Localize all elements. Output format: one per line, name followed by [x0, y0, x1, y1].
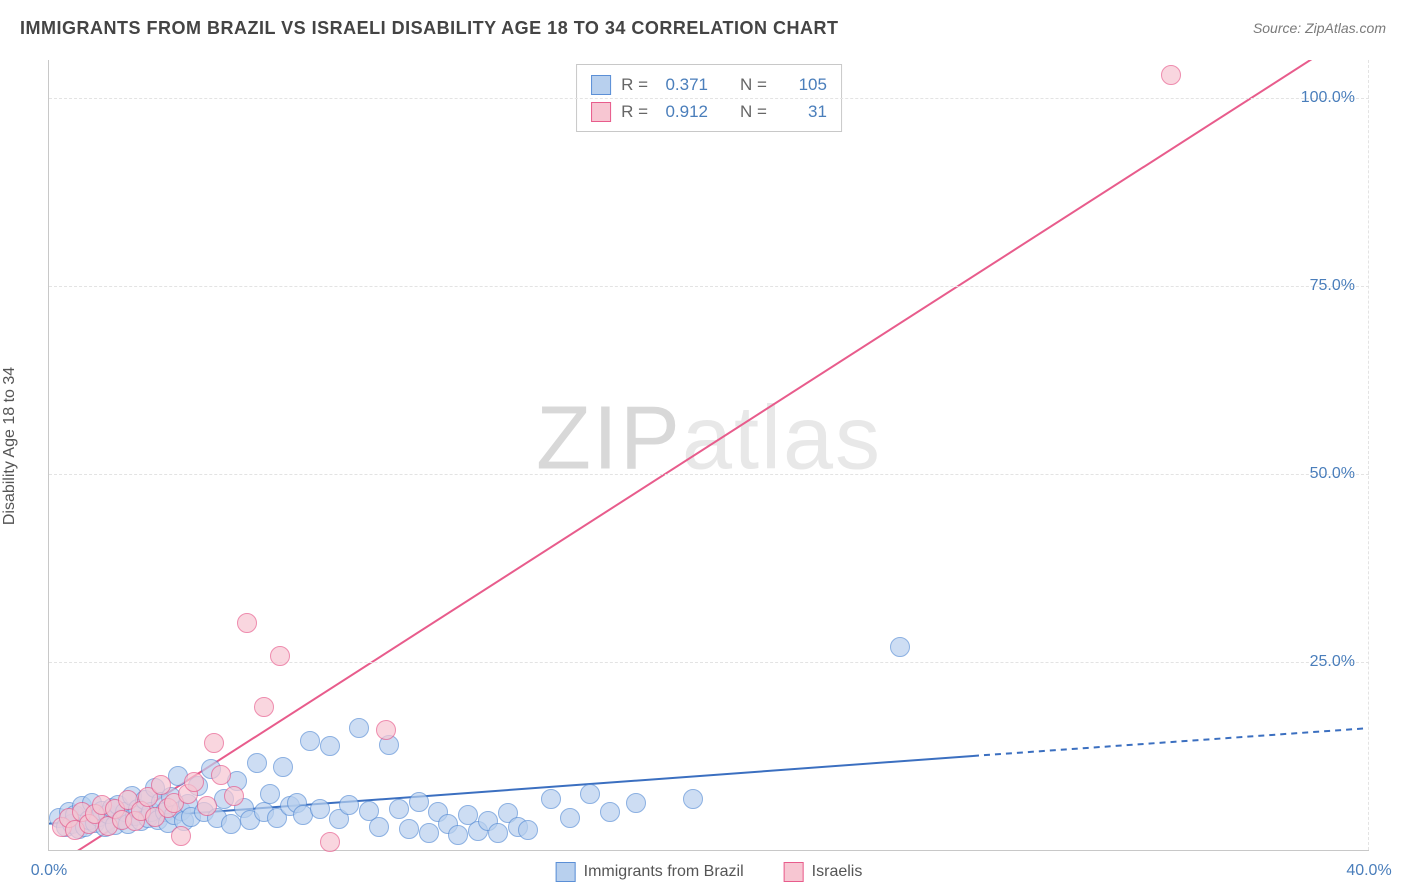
scatter-point — [184, 772, 204, 792]
scatter-point — [224, 786, 244, 806]
legend-item: Immigrants from Brazil — [556, 862, 744, 882]
watermark-text: ZIPatlas — [536, 388, 882, 491]
scatter-point — [339, 795, 359, 815]
gridline-vertical — [1368, 60, 1369, 850]
y-tick-label: 25.0% — [1310, 653, 1355, 671]
scatter-point — [890, 637, 910, 657]
scatter-point — [409, 792, 429, 812]
legend-swatch — [784, 862, 804, 882]
r-label: R = — [621, 98, 648, 125]
bottom-legend: Immigrants from Brazil Israelis — [556, 862, 863, 882]
scatter-point — [541, 789, 561, 809]
trendlines-svg — [49, 60, 1369, 850]
scatter-point — [204, 733, 224, 753]
gridline-horizontal — [49, 474, 1369, 475]
scatter-point — [237, 613, 257, 633]
scatter-point — [600, 802, 620, 822]
legend-label: Immigrants from Brazil — [584, 863, 744, 881]
n-label: N = — [740, 71, 767, 98]
n-value: 31 — [777, 98, 827, 125]
trendline-dashed — [973, 728, 1369, 756]
gridline-horizontal — [49, 662, 1369, 663]
scatter-point — [376, 720, 396, 740]
n-label: N = — [740, 98, 767, 125]
scatter-point — [1161, 65, 1181, 85]
stats-row: R = 0.371 N = 105 — [591, 71, 827, 98]
trendline — [56, 60, 1369, 850]
scatter-point — [270, 646, 290, 666]
legend-swatch — [556, 862, 576, 882]
legend-label: Israelis — [812, 863, 863, 881]
y-tick-label: 75.0% — [1310, 277, 1355, 295]
y-axis-title: Disability Age 18 to 34 — [1, 367, 19, 525]
n-value: 105 — [777, 71, 827, 98]
legend-swatch — [591, 102, 611, 122]
chart-plot-area: ZIPatlas R =0.371N =105R =0.912N =31 Imm… — [48, 60, 1369, 851]
scatter-point — [320, 832, 340, 852]
scatter-point — [221, 814, 241, 834]
scatter-point — [389, 799, 409, 819]
legend-item: Israelis — [784, 862, 863, 882]
gridline-horizontal — [49, 286, 1369, 287]
y-tick-label: 100.0% — [1301, 89, 1355, 107]
scatter-point — [518, 820, 538, 840]
scatter-point — [300, 731, 320, 751]
source-label: Source: ZipAtlas.com — [1253, 20, 1386, 36]
scatter-point — [580, 784, 600, 804]
r-value: 0.371 — [658, 71, 708, 98]
scatter-point — [151, 775, 171, 795]
scatter-point — [626, 793, 646, 813]
scatter-point — [171, 826, 191, 846]
scatter-point — [211, 765, 231, 785]
x-tick-label: 0.0% — [31, 862, 67, 880]
chart-title: IMMIGRANTS FROM BRAZIL VS ISRAELI DISABI… — [20, 18, 839, 38]
gridline-horizontal — [49, 98, 1369, 99]
scatter-point — [448, 825, 468, 845]
r-label: R = — [621, 71, 648, 98]
scatter-point — [349, 718, 369, 738]
scatter-point — [488, 823, 508, 843]
scatter-point — [197, 796, 217, 816]
scatter-point — [683, 789, 703, 809]
scatter-point — [419, 823, 439, 843]
scatter-point — [320, 736, 340, 756]
scatter-point — [399, 819, 419, 839]
r-value: 0.912 — [658, 98, 708, 125]
scatter-point — [310, 799, 330, 819]
scatter-point — [273, 757, 293, 777]
scatter-point — [560, 808, 580, 828]
y-tick-label: 50.0% — [1310, 465, 1355, 483]
legend-swatch — [591, 75, 611, 95]
scatter-point — [254, 697, 274, 717]
x-tick-label: 40.0% — [1346, 862, 1391, 880]
stats-row: R = 0.912 N = 31 — [591, 98, 827, 125]
scatter-point — [247, 753, 267, 773]
scatter-point — [260, 784, 280, 804]
scatter-point — [369, 817, 389, 837]
